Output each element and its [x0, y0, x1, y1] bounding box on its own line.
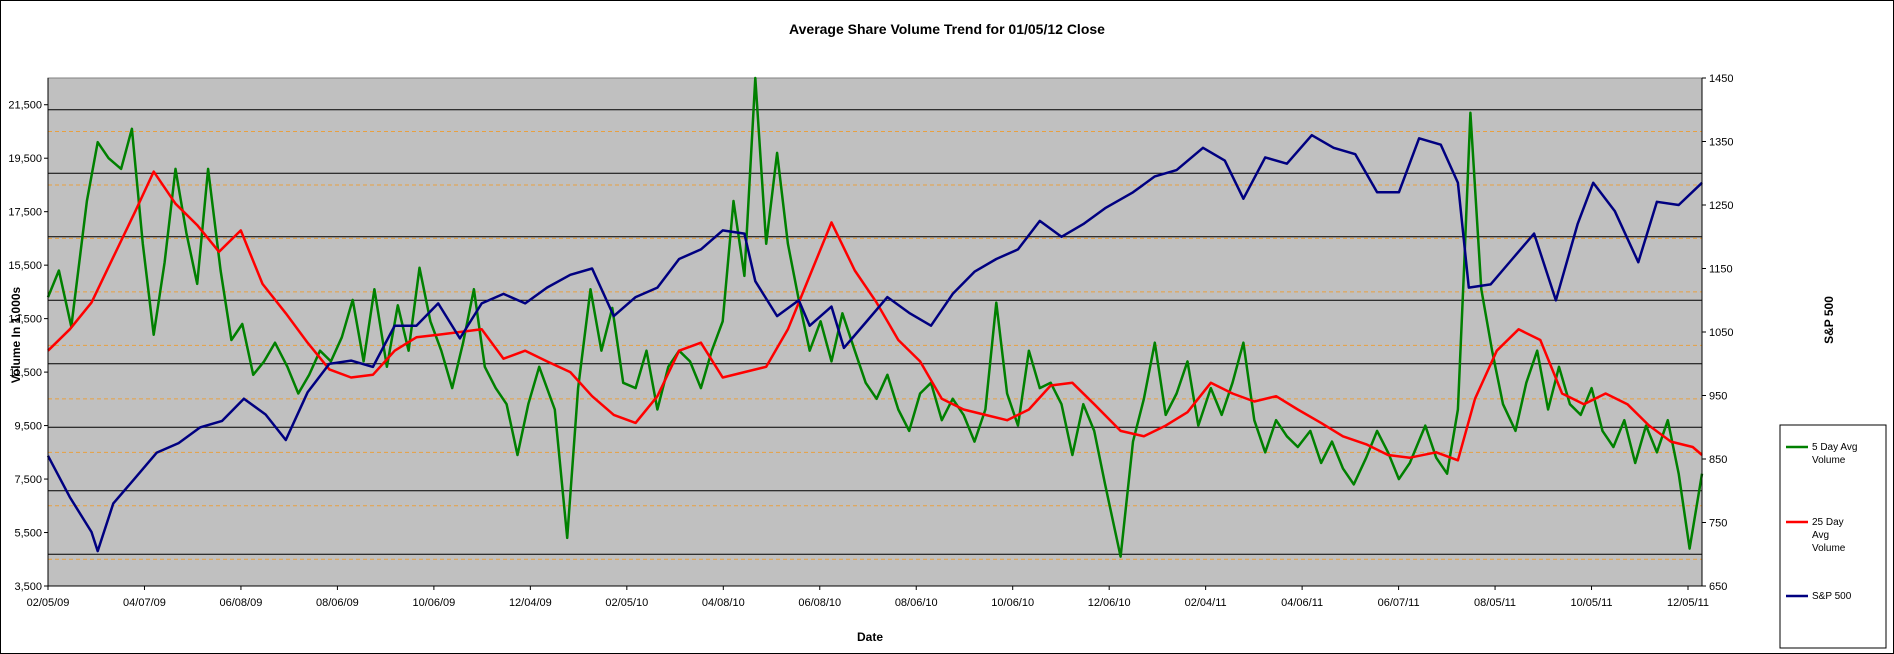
x-tick-label: 04/06/11	[1281, 597, 1323, 609]
legend-box	[1779, 424, 1887, 649]
y-left-tick-label: 13,500	[8, 314, 42, 326]
legend-entry-line: Volume	[1812, 455, 1846, 466]
x-tick-label: 02/05/09	[27, 597, 70, 609]
y-left-tick-label: 7,500	[14, 474, 42, 486]
x-tick-label: 10/05/11	[1571, 597, 1613, 609]
y-right-tick-label: 750	[1709, 518, 1727, 530]
legend-entry-line: 25 Day	[1812, 517, 1844, 528]
legend-entry-line: Volume	[1812, 543, 1846, 554]
y-left-tick-label: 5,500	[14, 528, 42, 540]
legend-entry: S&P 500S&P 500	[1812, 591, 1852, 602]
y-left-tick-label: 21,500	[8, 100, 42, 112]
y-axis-left-title: Volume In 1,000s	[9, 286, 23, 383]
x-tick-label: 10/06/10	[991, 597, 1034, 609]
y-left-tick-label: 11,500	[9, 367, 42, 379]
legend-entry: 5 Day Avg Volume5 Day Avg Volume	[1812, 442, 1857, 466]
x-tick-label: 12/06/10	[1088, 597, 1131, 609]
y-right-tick-label: 850	[1709, 454, 1727, 466]
x-tick-label: 10/06/09	[412, 597, 455, 609]
series-line-5-day-avg-volume	[46, 76, 1704, 558]
x-tick-label: 06/08/09	[220, 597, 263, 609]
y-left-tick-label: 17,500	[8, 207, 42, 219]
x-tick-label: 02/05/10	[605, 597, 648, 609]
plot-area	[47, 77, 1703, 587]
legend-entry-line: S&P 500	[1812, 591, 1852, 602]
legend-entry-line: 5 Day Avg	[1812, 442, 1857, 453]
y-right-tick-label: 1150	[1709, 264, 1733, 276]
y-left-tick-label: 15,500	[8, 260, 42, 272]
x-tick-label: 02/04/11	[1185, 597, 1227, 609]
x-axis-title: Date	[857, 630, 883, 644]
y-right-tick-label: 950	[1709, 391, 1727, 403]
chart-title: Average Share Volume Trend for 01/05/12 …	[789, 21, 1105, 37]
x-tick-label: 04/08/10	[702, 597, 745, 609]
x-tick-label: 08/06/09	[316, 597, 359, 609]
y-right-tick-label: 1450	[1709, 73, 1733, 85]
series-line-25-day-avg-volume	[47, 170, 1703, 462]
y-left-tick-label: 19,500	[8, 153, 42, 165]
y-axis-right-title: S&P 500	[1822, 296, 1836, 344]
y-right-tick-label: 1350	[1709, 137, 1733, 149]
x-tick-label: 08/05/11	[1474, 597, 1516, 609]
y-right-tick-label: 1050	[1709, 327, 1733, 339]
x-tick-label: 06/08/10	[798, 597, 841, 609]
x-tick-label: 12/05/11	[1667, 597, 1709, 609]
series-line-sp500	[46, 133, 1703, 553]
y-right-tick-label: 1250	[1709, 200, 1733, 212]
y-left-tick-label: 9,500	[14, 421, 42, 433]
x-tick-label: 12/04/09	[509, 597, 552, 609]
y-right-tick-label: 650	[1709, 581, 1727, 593]
y-left-tick-label: 3,500	[14, 581, 42, 593]
x-tick-label: 04/07/09	[123, 597, 166, 609]
x-tick-label: 06/07/11	[1378, 597, 1420, 609]
legend-entry-line: Avg	[1812, 530, 1829, 541]
x-tick-label: 08/06/10	[895, 597, 938, 609]
